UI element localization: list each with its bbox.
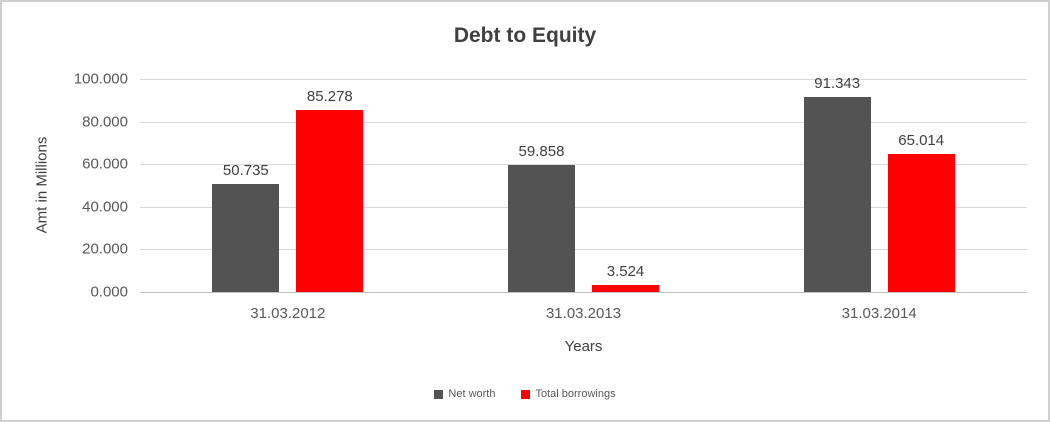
data-label: 65.014 bbox=[898, 131, 945, 149]
plot-area: 50.735 85.278 59.858 3.524 91.343 65.014 bbox=[140, 75, 1027, 293]
bar-group-31.03.2014: 91.343 65.014 bbox=[731, 75, 1027, 292]
x-category-label: 31.03.2013 bbox=[545, 305, 622, 322]
legend-item-total-borrowings: Total borrowings bbox=[521, 388, 616, 400]
data-label: 3.524 bbox=[606, 262, 645, 280]
y-tick-label: 0.000 bbox=[90, 283, 128, 301]
bar-rect bbox=[296, 110, 364, 292]
legend-swatch-icon bbox=[434, 389, 444, 399]
legend-item-net-worth: Net worth bbox=[434, 388, 495, 400]
legend-swatch-icon bbox=[521, 389, 531, 399]
bar-rect bbox=[887, 153, 955, 292]
bar-groups: 50.735 85.278 59.858 3.524 91.343 65.014 bbox=[140, 75, 1027, 292]
y-tick-label: 80.000 bbox=[82, 113, 128, 131]
gridline bbox=[140, 249, 1027, 251]
gridline bbox=[140, 121, 1027, 123]
data-label: 85.278 bbox=[306, 88, 353, 106]
bar-rect bbox=[212, 183, 280, 292]
bar-rect bbox=[803, 97, 871, 292]
chart-title: Debt to Equity bbox=[453, 24, 597, 47]
bar-rect bbox=[592, 284, 659, 292]
bar-rect bbox=[508, 164, 575, 292]
bar-net-worth-31.03.2013: 59.858 bbox=[508, 143, 575, 292]
bar-group-31.03.2012: 50.735 85.278 bbox=[140, 79, 436, 292]
y-tick-label: 60.000 bbox=[82, 155, 128, 173]
legend-label: Net worth bbox=[448, 388, 496, 400]
y-tick-label: 40.000 bbox=[82, 198, 128, 216]
bar-group-31.03.2013: 59.858 3.524 bbox=[436, 79, 732, 292]
x-axis-category-labels: 31.03.2012 31.03.2013 31.03.2014 bbox=[140, 305, 1027, 322]
x-category-label: 31.03.2014 bbox=[841, 305, 917, 322]
x-axis-line bbox=[140, 292, 1027, 293]
data-label: 59.858 bbox=[518, 142, 565, 160]
data-label: 91.343 bbox=[814, 75, 861, 93]
bar-total-borrowings-31.03.2014: 65.014 bbox=[887, 132, 955, 292]
data-label: 50.735 bbox=[222, 161, 269, 179]
legend: Net worth Total borrowings bbox=[2, 388, 1048, 400]
bar-total-borrowings-31.03.2013: 3.524 bbox=[592, 263, 659, 292]
gridline bbox=[140, 206, 1027, 208]
legend-label: Total borrowings bbox=[535, 388, 616, 400]
gridline bbox=[140, 79, 1027, 80]
bar-net-worth-31.03.2012: 50.735 bbox=[212, 162, 280, 292]
bar-net-worth-31.03.2014: 91.343 bbox=[803, 75, 871, 292]
y-tick-label: 20.000 bbox=[82, 240, 128, 258]
y-axis-tick-labels: 100.000 80.000 60.000 40.000 20.000 0.000 bbox=[2, 71, 128, 301]
gridline bbox=[140, 164, 1027, 166]
y-tick-label: 100.000 bbox=[73, 70, 128, 88]
x-axis-title: Years bbox=[564, 338, 603, 355]
x-category-label: 31.03.2012 bbox=[250, 305, 326, 322]
bar-total-borrowings-31.03.2012: 85.278 bbox=[296, 88, 364, 292]
